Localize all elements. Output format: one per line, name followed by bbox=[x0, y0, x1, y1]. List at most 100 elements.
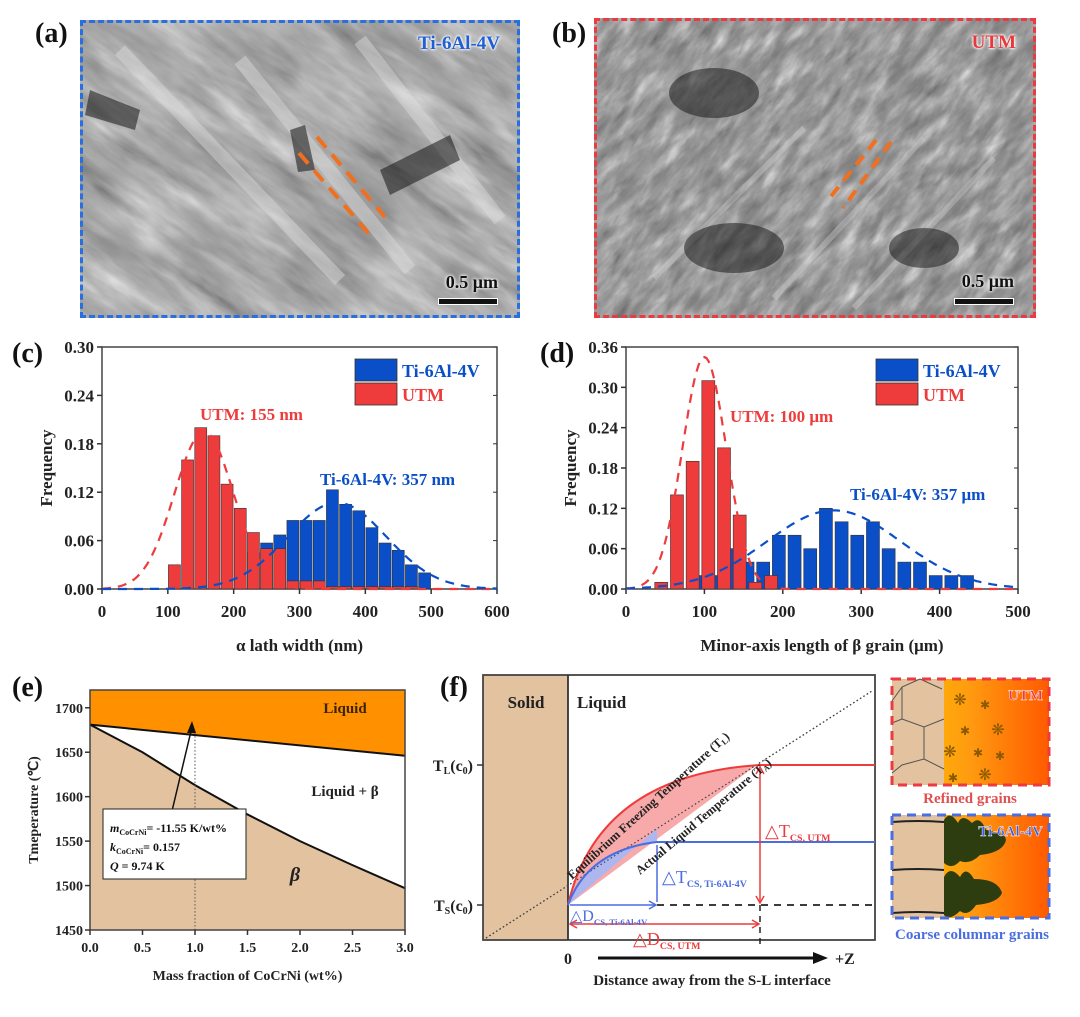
y-tick-label: 0.00 bbox=[588, 580, 618, 599]
bar-utm bbox=[273, 548, 287, 590]
x-tick-label: 400 bbox=[927, 602, 953, 621]
x-tick-label: 2.0 bbox=[291, 941, 309, 956]
x-tick-label: 500 bbox=[418, 602, 444, 621]
bar-ti64 bbox=[787, 534, 802, 590]
bar-ti64 bbox=[944, 575, 959, 590]
y-tick-label: 0.12 bbox=[588, 499, 618, 518]
panel-label-b: (b) bbox=[552, 18, 587, 49]
panel-label-e: (e) bbox=[12, 672, 44, 703]
label-delta-d-ti64: △DCS, Ti-6Al-4V bbox=[570, 908, 648, 927]
lath-marker-lines bbox=[826, 138, 893, 210]
columnar-grain-schematic: Ti-6Al-4V Coarse columnar grains bbox=[890, 813, 1051, 943]
micrograph-texture bbox=[80, 20, 520, 318]
svg-text:✱: ✱ bbox=[960, 724, 970, 738]
micrograph-texture bbox=[594, 18, 1036, 318]
x-axis-title: Minor-axis length of β grain (μm) bbox=[700, 636, 943, 655]
bar-utm bbox=[748, 581, 763, 590]
bar-ti64 bbox=[850, 534, 865, 590]
equilibrium-curve-utm bbox=[567, 764, 875, 906]
y-tick-label: 1550 bbox=[55, 835, 83, 850]
x-tick-label: 1.0 bbox=[186, 941, 204, 956]
x-tick-label: 3.0 bbox=[396, 941, 414, 956]
annotation-ti64-mean: Ti-6Al-4V: 357 nm bbox=[320, 470, 455, 489]
arrow-head bbox=[751, 919, 761, 929]
svg-text:✱: ✱ bbox=[995, 749, 1005, 763]
svg-text:❋: ❋ bbox=[953, 692, 966, 709]
bar-ti64 bbox=[312, 520, 326, 590]
arrow-head bbox=[755, 765, 765, 775]
x-tick-label: 0 bbox=[98, 602, 107, 621]
x-tick-label: 200 bbox=[770, 602, 796, 621]
y-tick-label: 1450 bbox=[55, 924, 83, 939]
bar-ti64 bbox=[391, 549, 405, 590]
chart-phase-diagram: 1450 1500 1550 1600 1650 1700 0.0 0.5 1.0 1.5 2.0 2… bbox=[27, 689, 414, 984]
x-tick-label: 0 bbox=[622, 602, 631, 621]
svg-text:❋: ❋ bbox=[991, 722, 1004, 739]
bar-ti64 bbox=[339, 504, 352, 590]
region-label-beta: β bbox=[289, 864, 301, 886]
label-delta-t-utm: △TCS, UTM bbox=[765, 821, 831, 844]
fit-curve-utm bbox=[625, 355, 1018, 591]
region-label-liquid: Liquid bbox=[323, 701, 367, 717]
bar-utm bbox=[220, 483, 234, 590]
y-tick-label: 0.36 bbox=[588, 338, 618, 357]
equilibrium-curve-ti64 bbox=[567, 841, 875, 906]
bar-utm bbox=[732, 514, 747, 590]
actual-liquid-temperature-overlay bbox=[485, 690, 873, 939]
fit-curve-utm bbox=[101, 430, 497, 591]
y-tick-label: 0.18 bbox=[64, 435, 94, 454]
y-tick-label: 1700 bbox=[55, 702, 83, 717]
y-tick-label: 0.06 bbox=[588, 540, 618, 559]
bar-ti64 bbox=[418, 572, 431, 590]
x-axis-title: Distance away from the S-L interface bbox=[593, 973, 831, 989]
fit-curve-ti64 bbox=[102, 501, 497, 591]
svg-text:✱: ✱ bbox=[980, 698, 990, 712]
chart-constitutional-supercooling: Solid Liquid TL(c0) TS(c0) △TCS, UTM △TCS, Ti… bbox=[433, 674, 876, 989]
bar-utm bbox=[326, 586, 339, 590]
micrograph-ti64: Ti-6Al-4V 0.5 μm bbox=[80, 20, 520, 318]
bar-utm bbox=[233, 508, 247, 590]
x-tick-label: 300 bbox=[848, 602, 874, 621]
bar-ti64 bbox=[819, 508, 833, 590]
x-tick-label: 500 bbox=[1005, 602, 1031, 621]
solidus-line bbox=[89, 723, 406, 890]
y-axis-title: Frequency bbox=[561, 429, 580, 507]
label-delta-t-ti64: △TCS, Ti-6Al-4V bbox=[662, 867, 748, 890]
arrow-head bbox=[648, 900, 658, 910]
y-axis-title: Tmeperature (℃) bbox=[27, 756, 42, 864]
legend-swatch-utm bbox=[875, 382, 919, 406]
legend-label-ti64: Ti-6Al-4V bbox=[402, 361, 480, 381]
caption-refined-grains: Refined grains bbox=[923, 791, 1017, 807]
x-tick-label: 0.0 bbox=[81, 941, 99, 956]
annotation-utm-mean: UTM: 100 μm bbox=[730, 407, 833, 426]
bar-utm bbox=[207, 435, 221, 590]
y-tick-label: 0.30 bbox=[64, 338, 94, 357]
caption-coarse-columnar-grains: Coarse columnar grains bbox=[895, 927, 1049, 943]
svg-text:✱: ✱ bbox=[973, 746, 983, 760]
bar-ti64 bbox=[378, 542, 392, 590]
panel-label-f: (f) bbox=[440, 672, 468, 703]
legend-swatch-utm bbox=[354, 382, 398, 406]
bar-utm bbox=[194, 427, 208, 590]
bar-utm bbox=[685, 460, 700, 590]
region-liquid bbox=[90, 690, 405, 756]
svg-text:❋: ❋ bbox=[978, 767, 991, 784]
bar-utm bbox=[286, 580, 300, 590]
panel-label-d: (d) bbox=[540, 338, 575, 369]
bar-ti64 bbox=[405, 564, 418, 590]
region-label-liquid-beta: Liquid + β bbox=[311, 784, 378, 800]
equiaxed-grain-icons: ❋ ✱❋ ✱✱❋ ✱❋✱ bbox=[943, 692, 1005, 785]
bar-ti64 bbox=[352, 510, 366, 590]
y-tick-label: 1650 bbox=[55, 746, 83, 761]
plot-frame bbox=[101, 346, 498, 590]
liquidus-line bbox=[89, 723, 406, 757]
annotation-arrow bbox=[171, 726, 193, 812]
plot-frame bbox=[482, 674, 876, 941]
bar-ti64 bbox=[299, 520, 313, 590]
svg-text:✱: ✱ bbox=[948, 771, 958, 785]
bar-utm bbox=[670, 494, 684, 590]
bar-ti64 bbox=[326, 489, 339, 590]
legend-swatch-ti64 bbox=[354, 358, 398, 382]
bar-utm bbox=[260, 548, 273, 590]
y-tick-label: 1600 bbox=[55, 791, 83, 806]
